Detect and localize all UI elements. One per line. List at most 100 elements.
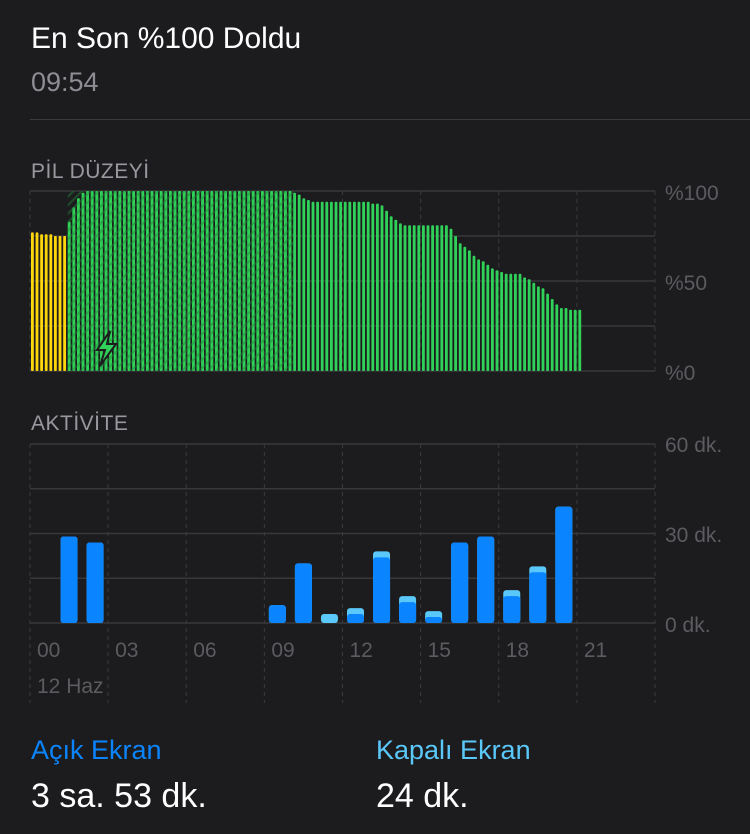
battery-bar-charging	[251, 191, 255, 371]
battery-bar-charging	[146, 191, 149, 371]
battery-bar	[504, 273, 508, 371]
page-title: En Son %100 Doldu	[31, 22, 302, 55]
battery-bar	[408, 225, 411, 371]
battery-bar	[366, 201, 370, 371]
battery-bar-charging	[196, 191, 200, 371]
battery-bar	[569, 309, 572, 371]
battery-bar	[316, 201, 319, 371]
activity-y-tick: 60 dk.	[665, 434, 722, 457]
battery-bar-charging	[284, 191, 287, 371]
battery-bar	[353, 201, 356, 371]
screen-on-bar	[373, 557, 391, 623]
battery-bar	[357, 201, 361, 371]
battery-bar	[311, 201, 315, 371]
battery-bar	[49, 234, 53, 371]
battery-bar-charging	[228, 191, 232, 371]
battery-bar-charging	[164, 191, 168, 371]
battery-bar	[320, 201, 324, 371]
battery-bar-charging	[141, 191, 145, 371]
battery-bar-charging	[201, 191, 204, 371]
battery-bar	[435, 225, 439, 371]
battery-bar-charging	[81, 192, 85, 371]
battery-level-heading: PİL DÜZEYİ	[31, 160, 150, 183]
activity-x-tick: 15	[428, 639, 451, 662]
battery-bar-charging	[67, 221, 71, 371]
battery-bar-charging	[86, 191, 89, 371]
screen-on-bar	[268, 605, 286, 623]
battery-bar-charging	[95, 191, 99, 371]
screen-off-value: 24 dk.	[376, 777, 469, 815]
battery-bar	[495, 270, 499, 371]
battery-bar	[343, 201, 347, 371]
screen-on-bar	[86, 542, 104, 623]
battery-bar	[472, 255, 476, 371]
battery-bar-charging	[169, 191, 172, 371]
screen-on-bar	[503, 596, 521, 623]
battery-bar-charging	[238, 191, 241, 371]
date-label: 12 Haz	[37, 675, 104, 698]
battery-bar	[394, 219, 398, 371]
activity-y-tick: 30 dk.	[665, 524, 722, 547]
battery-y-tick: %100	[665, 182, 719, 205]
battery-y-tick: %0	[665, 362, 695, 385]
battery-bar	[297, 194, 301, 371]
battery-bar-charging	[109, 191, 112, 371]
battery-bar	[541, 288, 545, 371]
battery-bar	[44, 234, 48, 371]
battery-bar	[518, 273, 522, 371]
activity-x-tick: 00	[37, 639, 60, 662]
battery-bar	[509, 273, 513, 371]
activity-x-tick: 12	[350, 639, 373, 662]
battery-bar-charging	[136, 191, 140, 371]
activity-heading: AKTİVİTE	[31, 412, 129, 435]
battery-bar	[564, 308, 568, 371]
battery-bar	[527, 279, 531, 371]
battery-bar-charging	[256, 191, 260, 371]
battery-bar	[546, 293, 549, 371]
battery-bar-charging	[118, 191, 122, 371]
battery-bar-charging	[77, 198, 80, 371]
activity-x-tick: 06	[193, 639, 216, 662]
battery-bar-charging	[123, 191, 126, 371]
battery-bar	[481, 261, 485, 371]
battery-bar-charging	[150, 191, 154, 371]
screen-on-label: Açık Ekran	[31, 735, 162, 765]
battery-bar-charging	[219, 191, 223, 371]
battery-bar	[458, 243, 462, 371]
last-charged-time: 09:54	[31, 67, 99, 97]
battery-bar-charging	[247, 191, 250, 371]
battery-bar	[560, 308, 563, 371]
battery-bar	[417, 225, 421, 371]
battery-bar	[491, 268, 494, 371]
screen-on-bar	[451, 542, 469, 623]
battery-bar-charging	[182, 191, 186, 371]
battery-bar	[449, 228, 453, 371]
battery-bar-charging	[159, 191, 163, 371]
battery-bar	[422, 225, 425, 371]
battery-bar	[58, 236, 62, 371]
battery-bar	[445, 225, 448, 371]
battery-bar	[573, 309, 577, 371]
battery-y-tick: %50	[665, 272, 707, 295]
battery-bar	[514, 273, 517, 371]
battery-bar-charging	[233, 191, 237, 371]
battery-bar	[426, 225, 430, 371]
battery-bar	[403, 225, 407, 371]
battery-bar-charging	[205, 191, 209, 371]
battery-bar	[412, 225, 416, 371]
battery-bar-charging	[270, 191, 273, 371]
screen-off-bar	[320, 614, 338, 623]
battery-bar	[54, 236, 57, 371]
battery-bar	[376, 203, 379, 371]
battery-bar	[537, 286, 540, 371]
battery-bar	[523, 277, 526, 371]
battery-bar	[293, 192, 296, 371]
battery-bar-charging	[192, 191, 195, 371]
battery-bar	[307, 200, 310, 371]
screen-on-bar	[425, 617, 443, 623]
battery-bar	[431, 225, 434, 371]
battery-bar-charging	[100, 191, 103, 371]
screen-off-label: Kapalı Ekran	[376, 735, 531, 765]
battery-bar-charging	[274, 191, 278, 371]
